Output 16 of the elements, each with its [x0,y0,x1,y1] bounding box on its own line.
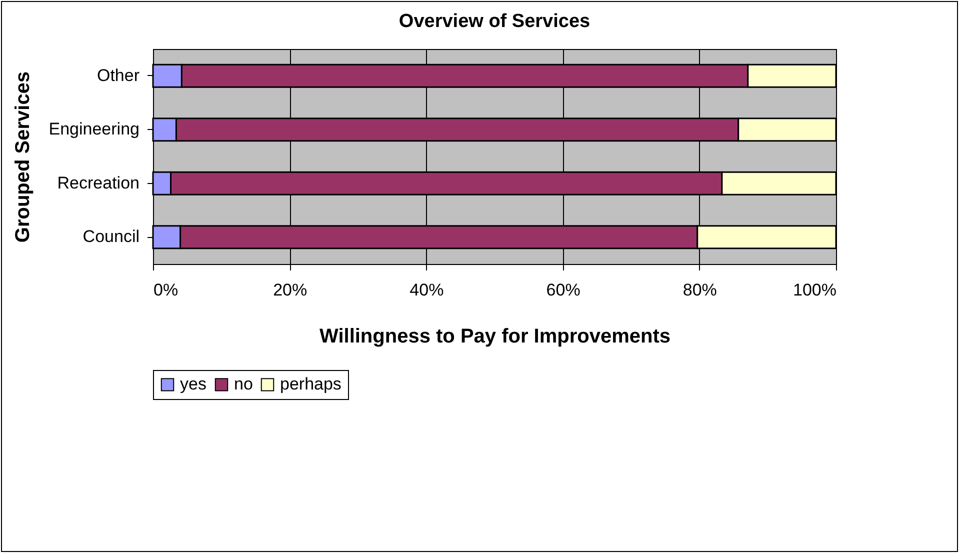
legend-label: perhaps [280,374,342,394]
x-tick-label: 40% [410,280,444,300]
legend-label: no [234,374,253,394]
chart-title: Overview of Services [398,11,590,32]
y-tick-label: Council [82,227,140,246]
y-tick-label: Engineering [48,120,140,139]
legend-label: yes [180,374,206,394]
x-tick-label: 20% [273,280,308,300]
x-tick-label: 0% [154,280,178,300]
x-tick-label: 100% [793,280,836,300]
y-tick-label: Recreation [57,173,140,192]
x-axis-title: Willingness to Pay for Improvements [319,326,671,348]
x-tick-label: 60% [546,280,580,300]
y-axis-title: Grouped Services [12,71,34,243]
y-tick-label: Other [96,66,140,85]
x-tick-label: 80% [682,280,717,300]
